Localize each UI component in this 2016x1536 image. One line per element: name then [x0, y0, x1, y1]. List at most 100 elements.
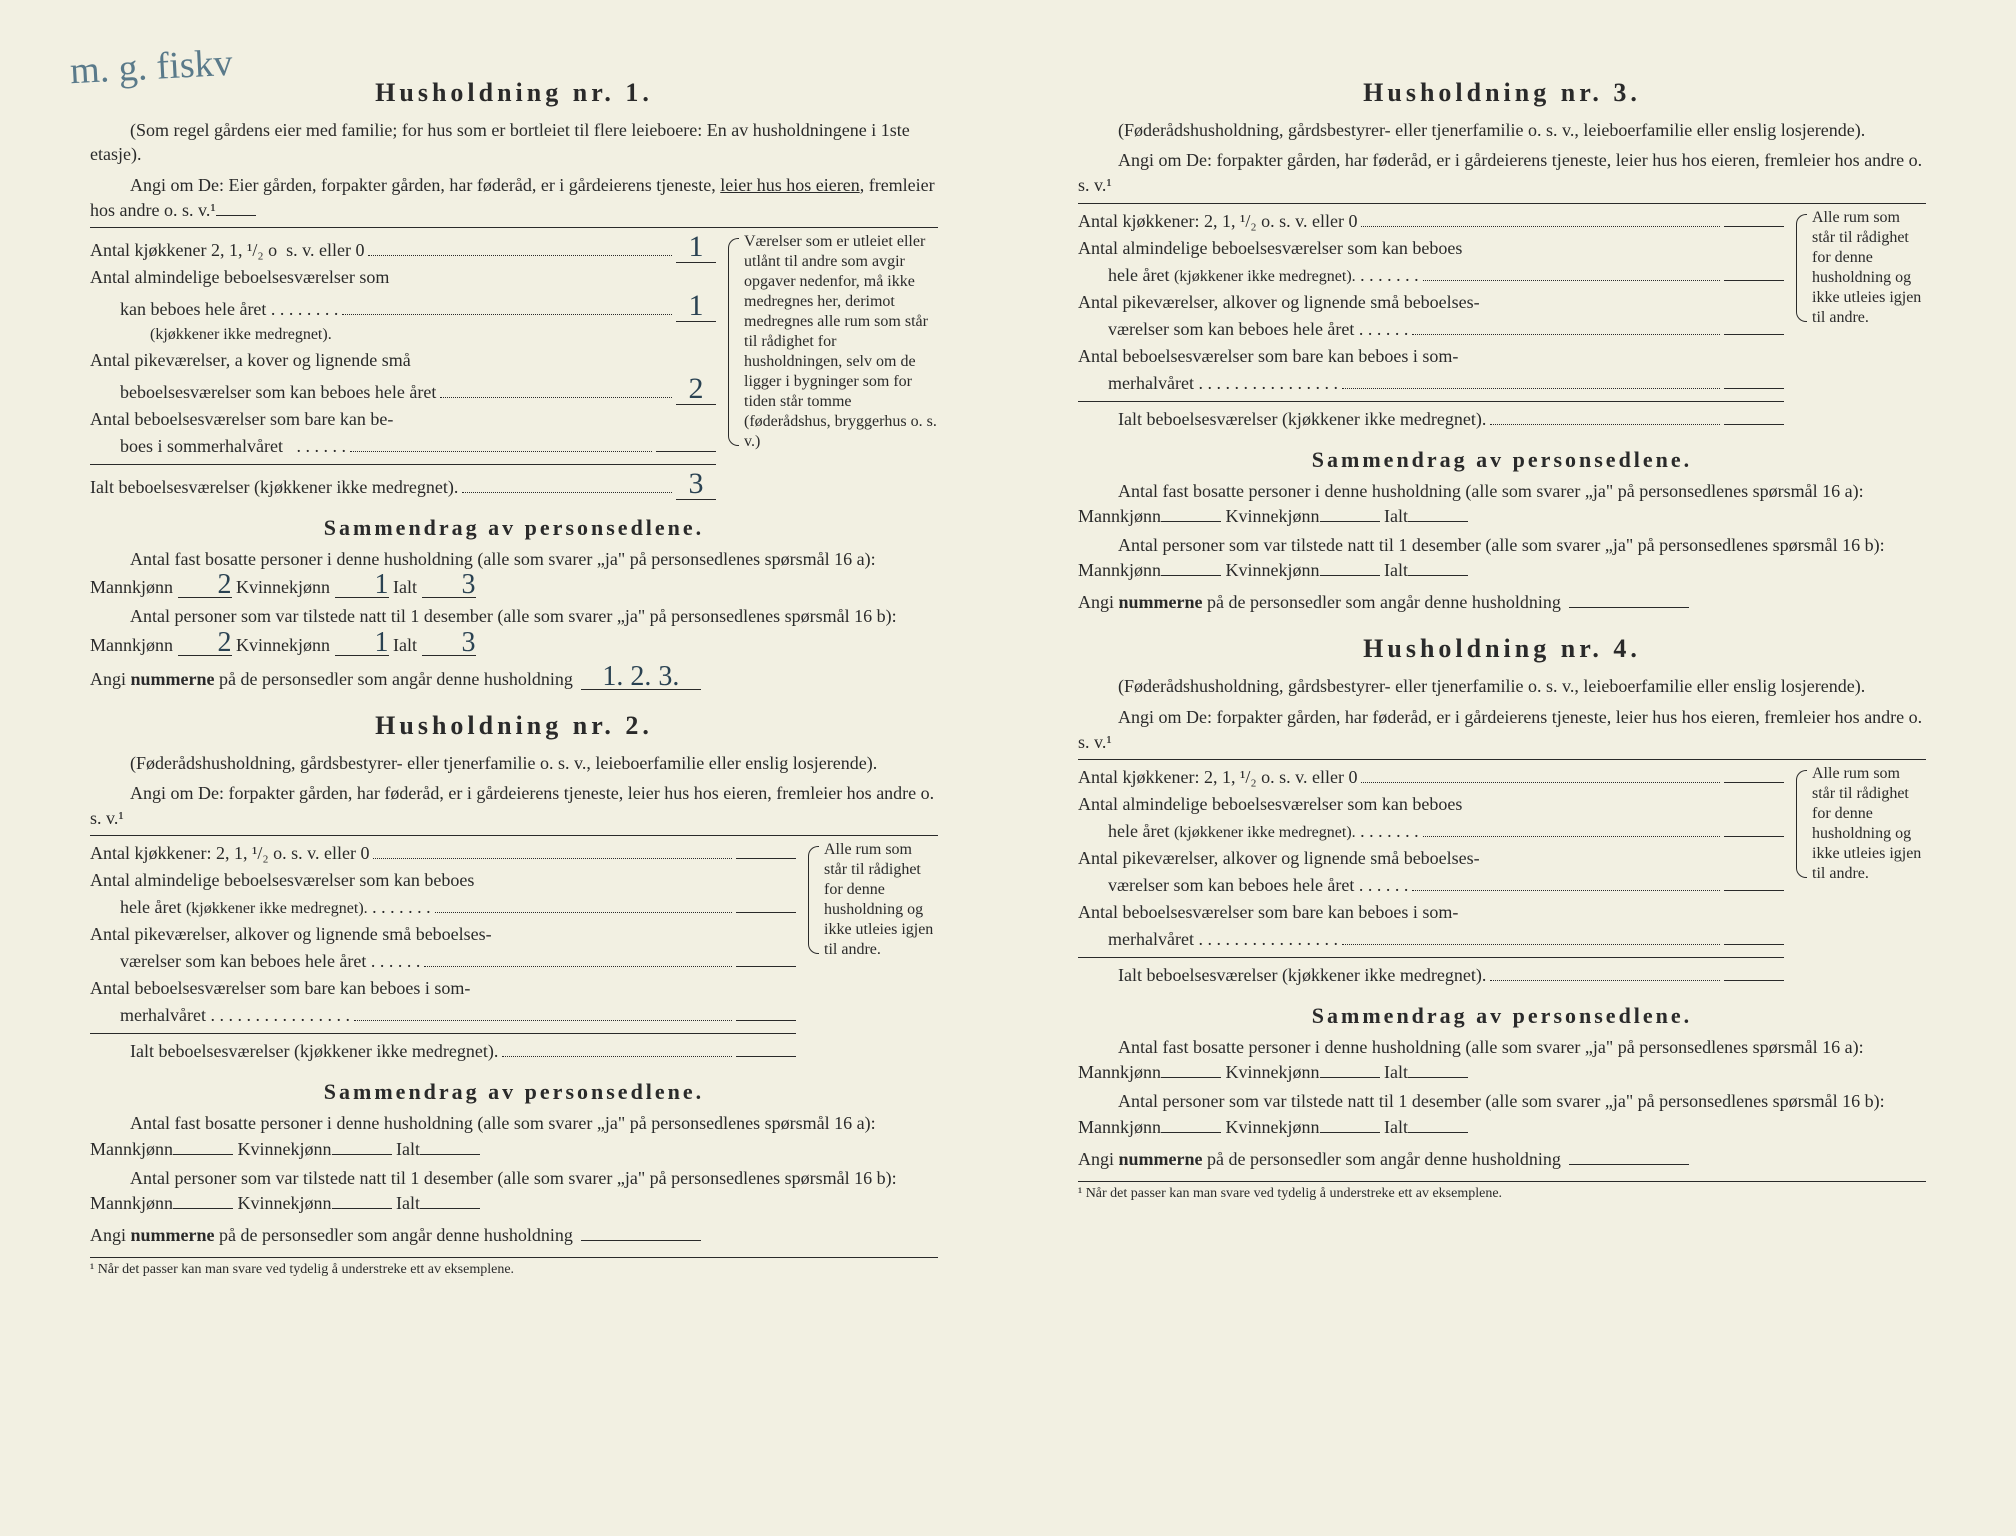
kvinne-3b: Kvinnekjønn [1226, 560, 1320, 580]
fast-mann-1: 2 [178, 572, 232, 598]
left-column: Husholdning nr. 1. (Som regel gårdens ei… [60, 40, 968, 1496]
household-2-angi: Angi om De: forpakter gården, har føderå… [90, 781, 938, 831]
household-3-angi: Angi om De: forpakter gården, har føderå… [1078, 148, 1926, 198]
tilstede-ialt-1: 3 [422, 630, 476, 656]
household-4-angi: Angi om De: forpakter gården, har føderå… [1078, 705, 1926, 755]
sammendrag-1-title: Sammendrag av personsedlene. [90, 515, 938, 541]
sommer-2-label: Antal beboelsesværelser som bare kan beb… [90, 975, 470, 1002]
household-3-intro: (Føderådshusholdning, gårdsbestyrer- ell… [1078, 118, 1926, 142]
almindelige-value: 1 [676, 291, 716, 322]
document-page: Husholdning nr. 1. (Som regel gårdens ei… [60, 40, 1956, 1496]
sommer-label: Antal beboelsesværelser som bare kan be- [90, 406, 393, 433]
pike-2-label2: værelser som kan beboes hele året . . . … [90, 948, 420, 975]
tilstede-3-text: Antal personer som var tilstede natt til… [1078, 533, 1926, 583]
kjokken-4-value [1724, 765, 1784, 783]
footnote-left: ¹ Når det passer kan man svare ved tydel… [90, 1257, 938, 1278]
ialt-2b: Ialt [396, 1193, 420, 1213]
household-2-sidenote: Alle rum som står til rådighet for denne… [808, 840, 938, 960]
mann-4b: Mannkjønn [1078, 1117, 1161, 1137]
nummerne-1-value: 1. 2. 3. [581, 664, 701, 690]
kvinne-4b: Kvinnekjønn [1226, 1117, 1320, 1137]
ialt-label-p: Ialt [393, 577, 417, 597]
pike-3-value [1724, 317, 1784, 335]
ialt-3-label: Ialt beboelsesværelser (kjøkkener ikke m… [1078, 406, 1486, 433]
sommer-4-label: Antal beboelsesværelser som bare kan beb… [1078, 899, 1458, 926]
ialt-4-value [1724, 963, 1784, 981]
ialt-2-value [736, 1039, 796, 1057]
nummerne-2-value [581, 1223, 701, 1241]
ialt-3a: Ialt [1384, 506, 1408, 526]
household-1-intro: (Som regel gårdens eier med familie; for… [90, 118, 938, 167]
kjokken-2-value [736, 841, 796, 859]
sammendrag-2-title: Sammendrag av personsedlene. [90, 1079, 938, 1105]
ialt-value: 3 [676, 469, 716, 500]
ialt-2a: Ialt [396, 1139, 420, 1159]
almindelige-label: Antal almindelige beboelsesværelser som [90, 264, 389, 291]
ialt-4-label: Ialt beboelsesværelser (kjøkkener ikke m… [1078, 962, 1486, 989]
nummerne-4-label: Angi nummerne på de personsedler som ang… [1078, 1146, 1561, 1173]
alm-3-label2: hele året (kjøkkener ikke medregnet). . … [1078, 262, 1419, 289]
household-1-angi: Angi om De: Eier gården, forpakter gårde… [90, 173, 938, 223]
mann-label-b: Mannkjønn [90, 635, 173, 655]
right-column: Husholdning nr. 3. (Føderådshusholdning,… [1048, 40, 1956, 1496]
household-2: Husholdning nr. 2. (Føderådshusholdning,… [90, 711, 938, 1278]
household-1-form: Antal kjøkkener 2, 1, ¹/₂ o s. v. eller … [90, 232, 716, 501]
fast-4-text: Antal fast bosatte personer i denne hush… [1078, 1035, 1926, 1085]
pike-3-label: Antal pikeværelser, alkover og lignende … [1078, 289, 1480, 316]
sommer-4-label2: merhalvåret . . . . . . . . . . . . . . … [1078, 926, 1338, 953]
tilstede-2-text: Antal personer som var tilstede natt til… [90, 1166, 938, 1216]
alm-4-label2: hele året (kjøkkener ikke medregnet). . … [1078, 818, 1419, 845]
sommer-value [656, 434, 716, 452]
household-4-title: Husholdning nr. 4. [1078, 634, 1926, 664]
alm-2-value [736, 895, 796, 913]
kjokken-3-label: Antal kjøkkener: 2, 1, ¹/₂ o. s. v. elle… [1078, 208, 1357, 235]
alm-2-label2: hele året (kjøkkener ikke medregnet). . … [90, 894, 431, 921]
sommer-2-value [736, 1003, 796, 1021]
fast-1-text: Antal fast bosatte personer i denne hush… [90, 547, 938, 600]
nummerne-1-label: Angi nummerne på de personsedler som ang… [90, 666, 573, 693]
pike-value: 2 [676, 374, 716, 405]
ialt-label: Ialt beboelsesværelser (kjøkkener ikke m… [90, 474, 458, 501]
tilstede-kvinne-1: 1 [335, 630, 389, 656]
nummerne-3-value [1569, 590, 1689, 608]
kjokken-3-value [1724, 209, 1784, 227]
ialt-2-label: Ialt beboelsesværelser (kjøkkener ikke m… [90, 1038, 498, 1065]
nummerne-3-label: Angi nummerne på de personsedler som ang… [1078, 589, 1561, 616]
kjokken-2-label: Antal kjøkkener: 2, 1, ¹/₂ o. s. v. elle… [90, 840, 369, 867]
angi-underline: leier hus hos eieren [720, 175, 859, 195]
kvinne-2a: Kvinnekjønn [238, 1139, 332, 1159]
ialt-label-pb: Ialt [393, 635, 417, 655]
alm-2-label: Antal almindelige beboelsesværelser som … [90, 867, 474, 894]
pike-label-2: beboelsesværelser som kan beboes hele år… [90, 379, 436, 406]
sommer-3-label: Antal beboelsesværelser som bare kan beb… [1078, 343, 1458, 370]
sommer-4-value [1724, 927, 1784, 945]
kvinne-label-b: Kvinnekjønn [236, 635, 330, 655]
mann-2a: Mannkjønn [90, 1139, 173, 1159]
tilstede-1-text: Antal personer som var tilstede natt til… [90, 604, 938, 657]
household-2-intro: (Føderådshusholdning, gårdsbestyrer- ell… [90, 751, 938, 775]
kjokken-value: 1 [676, 232, 716, 263]
mann-2b: Mannkjønn [90, 1193, 173, 1213]
ialt-3b: Ialt [1384, 560, 1408, 580]
ialt-4b: Ialt [1384, 1117, 1408, 1137]
handwritten-annotation: m. g. fiskv [69, 41, 234, 93]
footnote-right: ¹ Når det passer kan man svare ved tydel… [1078, 1181, 1926, 1202]
alm-3-value [1724, 263, 1784, 281]
household-1: Husholdning nr. 1. (Som regel gårdens ei… [90, 78, 938, 693]
household-3-form: Antal kjøkkener: 2, 1, ¹/₂ o. s. v. elle… [1078, 208, 1784, 433]
kvinne-4a: Kvinnekjønn [1226, 1062, 1320, 1082]
mann-label: Mannkjønn [90, 577, 173, 597]
almindelige-sub: (kjøkkener ikke medregnet). [90, 323, 332, 347]
pike-3-label2: værelser som kan beboes hele året . . . … [1078, 316, 1408, 343]
household-1-sidenote: Værelser som er utleiet eller utlånt til… [728, 232, 938, 452]
sommer-label-2: boes i sommerhalvåret . . . . . . [90, 433, 346, 460]
kjokken-label: Antal kjøkkener 2, 1, ¹/₂ o s. v. eller … [90, 237, 364, 264]
household-2-title: Husholdning nr. 2. [90, 711, 938, 741]
sommer-3-label2: merhalvåret . . . . . . . . . . . . . . … [1078, 370, 1338, 397]
mann-3b: Mannkjønn [1078, 560, 1161, 580]
kjokken-4-label: Antal kjøkkener: 2, 1, ¹/₂ o. s. v. elle… [1078, 764, 1357, 791]
nummerne-4-value [1569, 1147, 1689, 1165]
nummerne-2-label: Angi nummerne på de personsedler som ang… [90, 1222, 573, 1249]
fast-2-text: Antal fast bosatte personer i denne hush… [90, 1111, 938, 1161]
pike-2-value [736, 949, 796, 967]
